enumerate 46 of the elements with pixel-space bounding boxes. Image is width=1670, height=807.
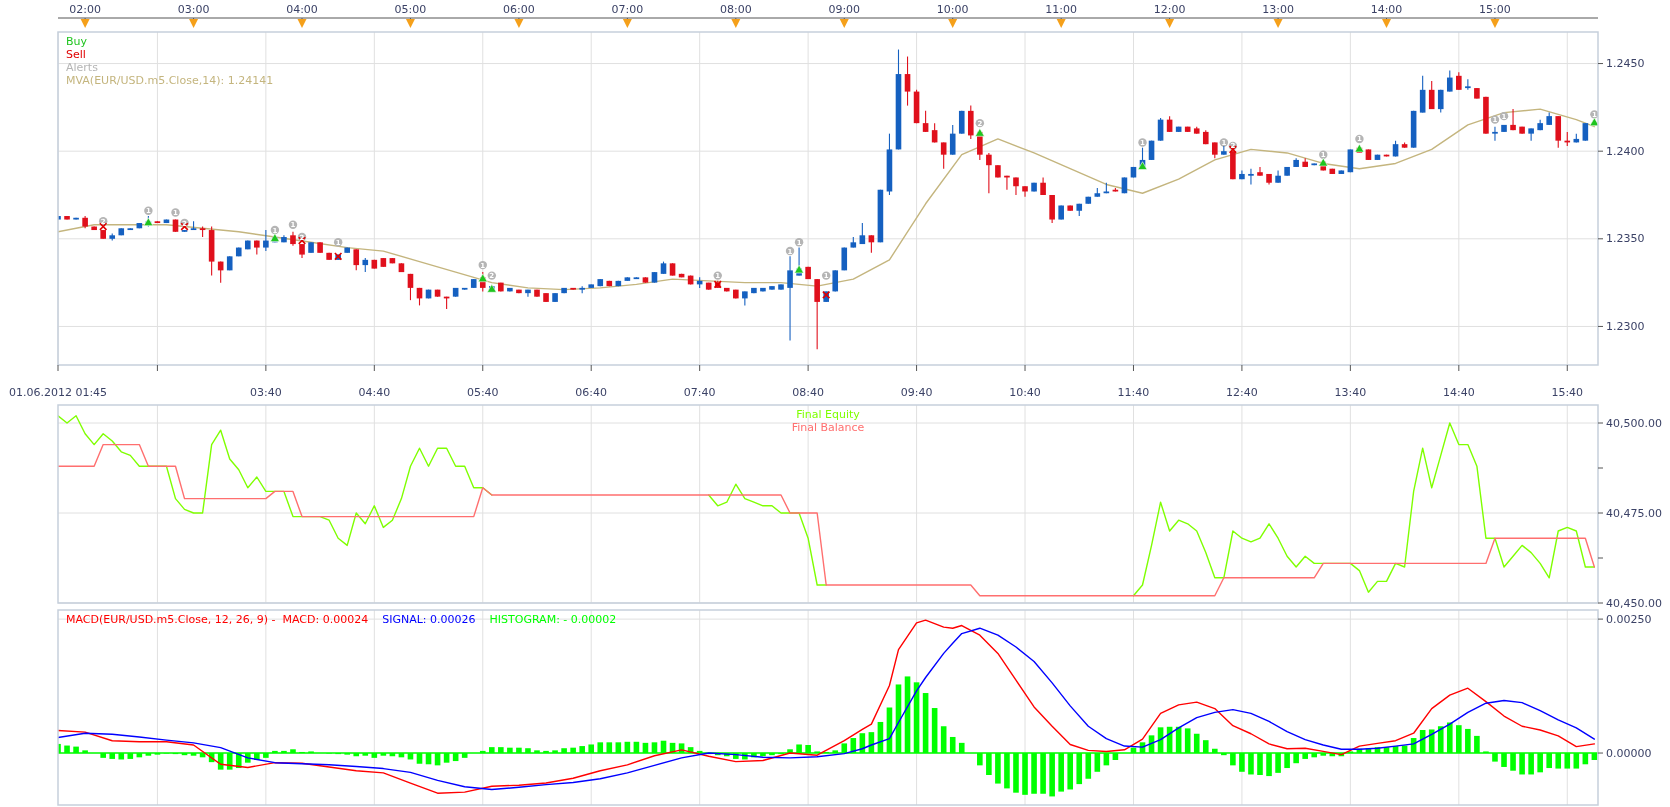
x-tick-label: 12:40	[1226, 385, 1258, 399]
y-tick-label: 1.2350	[1606, 232, 1645, 246]
x-tick-label: 03:40	[250, 385, 282, 399]
x2-tick-label: 09:00	[828, 2, 861, 16]
text: Buy	[66, 35, 88, 48]
x2-tick-label: 08:00	[719, 2, 752, 16]
x2-tick-label: 13:00	[1262, 2, 1294, 16]
x2-tick-label: 07:00	[611, 2, 644, 16]
text: SIGNAL: 0.00026	[382, 613, 476, 626]
x2-tick-label: 02:00	[69, 2, 101, 16]
x2-tick-label: 10:00	[936, 2, 969, 16]
y-tick-label: 40,500.00	[1606, 416, 1662, 430]
y-tick-label: 1.2450	[1606, 57, 1645, 71]
x-tick-label: 13:40	[1334, 385, 1367, 399]
y-tick-label: 1.2300	[1606, 319, 1645, 333]
text: Alerts	[66, 61, 99, 74]
x-tick-label: 08:40	[792, 385, 824, 399]
x-tick-label: 09:40	[900, 385, 933, 399]
y-tick-label: 0.00250	[1606, 612, 1652, 626]
x-tick-label: 06:40	[575, 385, 608, 399]
y-tick-label: 40,475.00	[1606, 506, 1662, 520]
y-tick-label: 40,450.00	[1606, 596, 1662, 610]
text: MVA(EUR/USD.m5.Close,14): 1.24141	[66, 74, 274, 87]
text: Final Balance	[791, 421, 865, 434]
x-tick-label: 10:40	[1009, 385, 1041, 399]
x-tick-label: 07:40	[683, 385, 716, 399]
x2-tick-label: 03:00	[177, 2, 210, 16]
x-tick-label: 04:40	[358, 385, 391, 399]
text: HISTOGRAM: - 0.00002	[489, 613, 617, 626]
x2-tick-label: 04:00	[286, 2, 318, 16]
text: Final Equity	[796, 408, 861, 421]
x2-tick-label: 11:00	[1045, 2, 1078, 16]
x2-tick-label: 06:00	[503, 2, 535, 16]
x-tick-label: 05:40	[466, 385, 499, 399]
y-tick-label: 1.2400	[1606, 144, 1645, 158]
x-tick-label: 11:40	[1117, 385, 1150, 399]
x2-tick-label: 14:00	[1370, 2, 1403, 16]
x-tick-label: 01.06.2012 01:45	[8, 385, 108, 399]
x2-tick-label: 15:00	[1479, 2, 1511, 16]
text: Sell	[66, 48, 86, 61]
x2-tick-label: 12:00	[1153, 2, 1186, 16]
text: MACD(EUR/USD.m5.Close, 12, 26, 9) - MACD: 0.00024	[66, 613, 369, 626]
x2-tick-label: 05:00	[394, 2, 427, 16]
x-tick-label: 15:40	[1551, 385, 1584, 399]
y-tick-label: 0.00000	[1606, 746, 1652, 760]
x-tick-label: 14:40	[1442, 385, 1475, 399]
